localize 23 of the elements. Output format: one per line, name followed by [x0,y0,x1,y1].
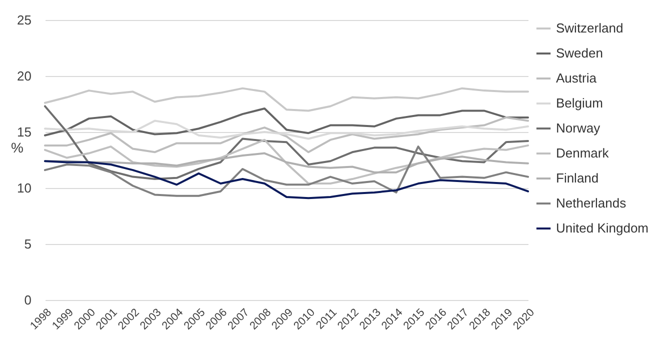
legend-label: Finland [556,170,599,186]
legend-label: Switzerland [556,20,624,36]
y-tick-label: 15 [17,124,32,140]
line-series [44,105,529,180]
legend-label: Belgium [556,96,603,110]
line-series [44,116,529,154]
line-series [44,120,529,140]
line-series [44,146,529,197]
y-tick-label: 10 [17,180,32,196]
legend-label: Sweden [556,46,603,60]
legend-label: Denmark [556,146,610,160]
legend-label: United Kingdom [556,220,648,236]
line-series [44,138,529,185]
y-tick-label: 5 [24,236,32,252]
legend-label: Austria [556,70,598,86]
y-axis-title: % [11,140,24,156]
line-series [44,160,529,200]
legend-label: Norway [556,120,601,136]
y-tick-label: 0 [24,292,32,308]
y-tick-label: 25 [17,12,32,28]
line-series [44,87,529,112]
y-tick-label: 20 [17,68,32,84]
legend-label: Netherlands [556,196,627,210]
